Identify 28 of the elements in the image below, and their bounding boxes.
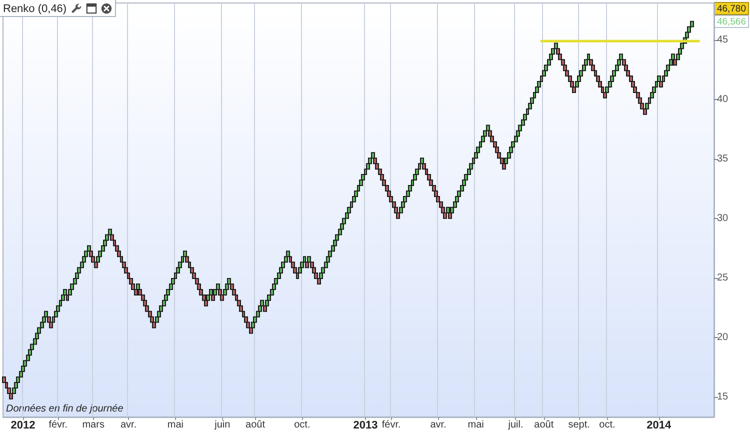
x-tick-label: mars	[82, 420, 104, 430]
x-tick-label: mai	[167, 420, 184, 430]
x-tick-label: sept.	[568, 420, 590, 430]
x-tick-label: juil.	[507, 420, 524, 430]
y-tick-label: 15	[717, 391, 729, 402]
x-tick-label: oct.	[294, 420, 310, 430]
x-tick-label: août	[246, 420, 266, 430]
y-tick-label: 30	[717, 212, 729, 224]
y-tick-label: 45	[717, 34, 729, 46]
x-tick-label: août	[534, 420, 554, 430]
x-tick-label: avr.	[430, 420, 446, 430]
annotation: Données en fin de journée	[6, 404, 124, 414]
x-tick-label: mai	[468, 420, 484, 430]
x-tick-label: févr.	[48, 420, 68, 430]
x-tick-label: juin	[214, 420, 230, 430]
text: 46,566	[716, 16, 746, 28]
x-tick-label: 2014	[646, 420, 672, 432]
y-tick-label: 35	[717, 153, 729, 164]
x-tick-label: avr.	[120, 420, 137, 430]
text: 46,780	[716, 4, 746, 14]
x-tick-label: 2012	[10, 420, 36, 432]
y-tick-label: 25	[717, 272, 729, 284]
x-tick-label: févr.	[382, 420, 401, 430]
x-tick-label: oct.	[599, 420, 616, 430]
y-tick-label: 40	[717, 94, 729, 105]
x-tick-label: 2013	[353, 420, 378, 432]
chart-title: Renko (0,46)	[3, 2, 67, 14]
y-tick-label: 20	[717, 332, 729, 343]
